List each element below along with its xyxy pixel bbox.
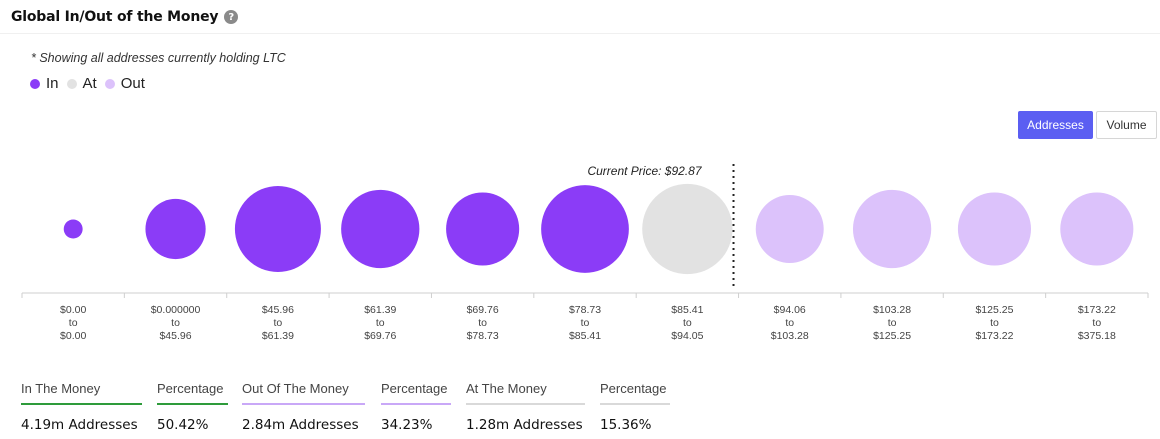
stat-label: Percentage bbox=[381, 381, 448, 396]
range-connector-label: to bbox=[69, 317, 78, 329]
bubble-at bbox=[642, 183, 733, 275]
stat-bar bbox=[242, 403, 365, 405]
holding-note: * Showing all addresses currently holdin… bbox=[31, 51, 286, 65]
summary-stats: In The Money 4.19m Addresses Percentage … bbox=[0, 375, 1160, 439]
legend-label-in: In bbox=[46, 75, 59, 92]
stat-in-percentage: Percentage 50.42% bbox=[157, 375, 228, 433]
price-range-label: $125.25 bbox=[873, 330, 911, 342]
bubble-chart: $0.00to$0.00$0.000000to$45.96$45.96to$61… bbox=[21, 164, 1149, 342]
stat-in-the-money: In The Money 4.19m Addresses bbox=[21, 375, 142, 433]
price-range-label: $103.28 bbox=[873, 304, 911, 316]
stat-out-of-the-money: Out Of The Money 2.84m Addresses bbox=[242, 375, 365, 433]
stat-value: 50.42% bbox=[157, 417, 209, 433]
legend-dot-at bbox=[66, 78, 77, 89]
stat-value: 2.84m Addresses bbox=[242, 417, 359, 433]
volume-toggle-button[interactable]: Volume bbox=[1096, 111, 1157, 139]
bubble-in bbox=[341, 189, 420, 269]
bubble-in bbox=[145, 198, 206, 260]
bubble-in bbox=[446, 192, 520, 266]
range-connector-label: to bbox=[581, 317, 590, 329]
price-range-label: $173.22 bbox=[975, 330, 1013, 342]
legend-label-out: Out bbox=[120, 75, 145, 92]
legend-item-out: Out bbox=[104, 75, 145, 92]
stat-value: 34.23% bbox=[381, 417, 433, 433]
price-range-label: $69.76 bbox=[364, 330, 396, 342]
price-range-label: $61.39 bbox=[364, 304, 396, 316]
stat-bar bbox=[21, 403, 142, 405]
bubble-out bbox=[755, 195, 824, 263]
legend-label-at: At bbox=[82, 75, 97, 92]
legend-dot-out bbox=[104, 78, 115, 89]
price-range-label: $85.41 bbox=[671, 304, 703, 316]
legend-dot-in bbox=[30, 78, 40, 89]
price-range-label: $103.28 bbox=[771, 330, 809, 342]
price-range-label: $45.96 bbox=[159, 330, 191, 342]
stat-value: 4.19m Addresses bbox=[21, 417, 138, 433]
range-connector-label: to bbox=[785, 317, 794, 329]
bubble-in bbox=[541, 185, 629, 273]
stat-label: Percentage bbox=[600, 381, 667, 396]
stat-bar bbox=[466, 403, 585, 405]
price-range-label: $94.06 bbox=[774, 304, 806, 316]
price-range-label: $173.22 bbox=[1078, 304, 1116, 316]
price-range-label: $0.00 bbox=[60, 304, 86, 316]
bubble-out bbox=[852, 189, 932, 269]
range-connector-label: to bbox=[478, 317, 487, 329]
addresses-toggle-button[interactable]: Addresses bbox=[1018, 111, 1093, 139]
bubble-in bbox=[63, 219, 83, 239]
bubble-in bbox=[234, 186, 321, 272]
price-range-label: $45.96 bbox=[262, 304, 294, 316]
stat-label: In The Money bbox=[21, 381, 101, 396]
price-range-label: $69.76 bbox=[467, 304, 499, 316]
range-connector-label: to bbox=[171, 317, 180, 329]
stat-at-percentage: Percentage 15.36% bbox=[600, 375, 670, 433]
price-range-label: $61.39 bbox=[262, 330, 294, 342]
price-range-label: $78.73 bbox=[467, 330, 499, 342]
price-range-label: $85.41 bbox=[569, 330, 601, 342]
range-connector-label: to bbox=[990, 317, 999, 329]
range-connector-label: to bbox=[376, 317, 385, 329]
question-circle-icon[interactable]: ? bbox=[224, 10, 239, 24]
stat-out-percentage: Percentage 34.23% bbox=[381, 375, 451, 433]
stat-value: 1.28m Addresses bbox=[466, 417, 583, 433]
bubble-out bbox=[957, 192, 1032, 266]
chart-header: Global In/Out of the Money ? bbox=[11, 6, 239, 28]
range-connector-label: to bbox=[683, 317, 692, 329]
price-range-label: $375.18 bbox=[1078, 330, 1116, 342]
current-price-label: Current Price: $92.87 bbox=[587, 164, 702, 178]
stat-value: 15.36% bbox=[600, 417, 652, 433]
header-divider bbox=[0, 33, 1160, 34]
legend-item-at: At bbox=[66, 75, 97, 92]
range-connector-label: to bbox=[888, 317, 897, 329]
bubble-out bbox=[1060, 192, 1134, 266]
stat-bar bbox=[600, 403, 670, 405]
stat-bar bbox=[381, 403, 451, 405]
stat-bar bbox=[157, 403, 228, 405]
price-range-label: $0.000000 bbox=[151, 304, 201, 316]
stat-label: At The Money bbox=[466, 381, 547, 396]
range-connector-label: to bbox=[274, 317, 283, 329]
stat-at-the-money: At The Money 1.28m Addresses bbox=[466, 375, 585, 433]
price-range-label: $0.00 bbox=[60, 330, 86, 342]
legend: In At Out bbox=[30, 75, 145, 92]
range-connector-label: to bbox=[1092, 317, 1101, 329]
legend-item-in: In bbox=[30, 75, 59, 92]
chart-title: Global In/Out of the Money bbox=[11, 9, 219, 25]
price-range-label: $94.05 bbox=[671, 330, 703, 342]
price-range-label: $125.25 bbox=[975, 304, 1013, 316]
stat-label: Percentage bbox=[157, 381, 224, 396]
price-range-label: $78.73 bbox=[569, 304, 601, 316]
stat-label: Out Of The Money bbox=[242, 381, 349, 396]
